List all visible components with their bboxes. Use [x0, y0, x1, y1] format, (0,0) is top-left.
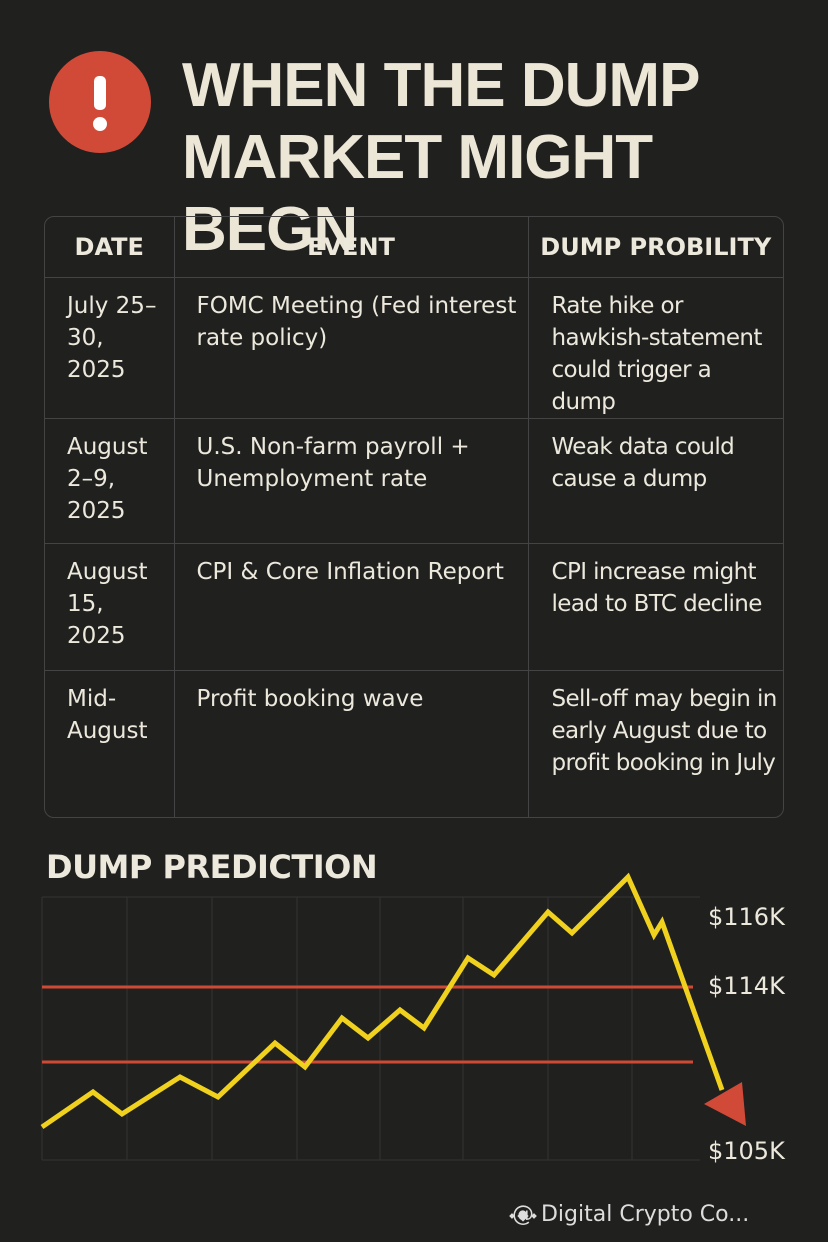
cell: Mid-August	[45, 670, 175, 817]
alert-dot	[93, 117, 107, 131]
cell: August 2–9, 2025	[45, 418, 175, 544]
cell: U.S. Non-farm payroll + Unemployment rat…	[173, 418, 529, 544]
section-title: DUMP PREDICTION	[46, 848, 378, 886]
price-label: $105K	[708, 1137, 785, 1165]
cell: Rate hike or hawkish-statement could tri…	[527, 277, 783, 419]
table: DATE EVENT DUMP PROBILITY July 25–30, 2025…	[44, 216, 784, 818]
chart-grid	[41, 896, 700, 1161]
cell: CPI & Core Inflation Report	[173, 543, 529, 671]
cell: August 15, 2025	[45, 543, 175, 671]
price-line	[40, 872, 725, 1130]
cell: Profit booking wave	[173, 670, 529, 817]
price-label: $114K	[708, 972, 785, 1000]
alert-mark	[94, 76, 106, 110]
cell: Sell-off may begin in early August due t…	[527, 670, 783, 817]
event-table: DATE EVENT DUMP PROBILITY July 25–30, 2025…	[45, 217, 783, 817]
header-cell: EVENT	[173, 217, 529, 278]
price-label: $116K	[708, 903, 785, 931]
header-cell: DUMP PROBILITY	[527, 217, 783, 278]
title-line: WHEN THE DUMP	[182, 51, 700, 120]
header-cell: DATE	[45, 217, 175, 278]
cell: CPI increase might lead to BTC decline	[527, 543, 783, 671]
watermark: @ Digital Crypto Co...	[512, 1202, 750, 1227]
cell: FOMC Meeting (Fed interest rate policy)	[173, 277, 529, 419]
down-arrow	[704, 1082, 746, 1126]
logo	[509, 1210, 537, 1222]
cell: July 25–30, 2025	[45, 277, 175, 419]
cell: Weak data could cause a dump	[527, 418, 783, 544]
